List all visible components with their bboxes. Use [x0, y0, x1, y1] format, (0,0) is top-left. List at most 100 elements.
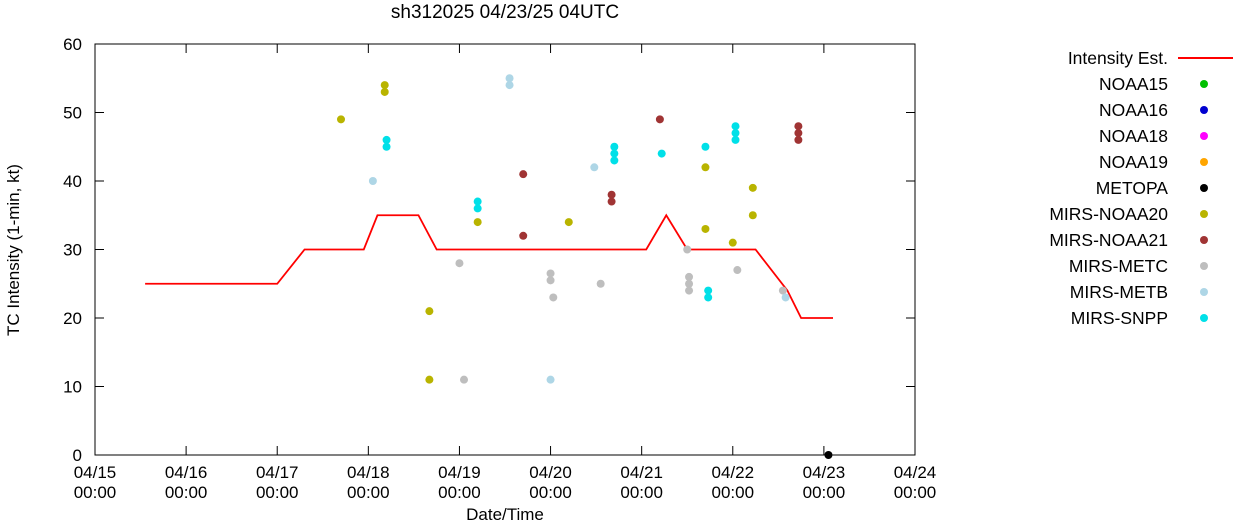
- data-point-mirs-snpp: [610, 149, 619, 158]
- data-point-mirs-snpp: [382, 135, 391, 144]
- legend-item-mirs-noaa20: MIRS-NOAA20: [1049, 204, 1208, 224]
- x-tick-label-time: 00:00: [894, 483, 937, 502]
- y-tick-label: 30: [63, 241, 82, 260]
- legend-dot-marker: [1200, 80, 1208, 88]
- data-point-mirs-metc: [685, 272, 694, 281]
- x-tick-label-date: 04/17: [256, 463, 299, 482]
- x-tick-label-date: 04/16: [165, 463, 208, 482]
- data-point-mirs-snpp: [382, 142, 391, 151]
- legend-label: METOPA: [1096, 178, 1169, 198]
- y-tick-label: 40: [63, 172, 82, 191]
- x-tick-label-time: 00:00: [529, 483, 572, 502]
- y-tick-label: 50: [63, 104, 82, 123]
- data-point-mirs-snpp: [731, 129, 740, 138]
- data-point-mirs-metc: [685, 279, 694, 288]
- data-point-mirs-noaa21: [519, 231, 528, 240]
- data-point-mirs-noaa21: [607, 190, 616, 199]
- data-point-mirs-metc: [460, 375, 468, 384]
- data-point-mirs-snpp: [731, 122, 740, 131]
- data-point-mirs-metc: [778, 286, 787, 295]
- chart-title: sh312025 04/23/25 04UTC: [391, 2, 619, 23]
- legend-label: MIRS-SNPP: [1071, 308, 1168, 328]
- legend-label: MIRS-METB: [1070, 282, 1168, 302]
- data-point-mirs-metb: [505, 81, 514, 90]
- data-point-mirs-snpp: [704, 286, 713, 295]
- x-tick-label-time: 00:00: [74, 483, 117, 502]
- legend-dot-marker: [1200, 106, 1208, 114]
- data-point-mirs-noaa20: [728, 238, 737, 247]
- data-point-mirs-noaa21: [519, 170, 528, 179]
- legend: Intensity Est. NOAA15 NOAA16 NOAA18 NOAA19 ME…: [1049, 48, 1233, 328]
- plot-area: 010203040506004/1500:0004/1600:0004/1700…: [63, 35, 936, 502]
- data-point-mirs-noaa20: [564, 218, 573, 227]
- x-axis-label: Date/Time: [466, 505, 544, 524]
- data-point-mirs-snpp: [610, 156, 619, 165]
- legend-item-noaa18: NOAA18: [1099, 126, 1208, 146]
- data-point-mirs-metb: [590, 163, 599, 172]
- legend-dot-marker: [1200, 210, 1208, 218]
- data-point-mirs-metc: [733, 266, 742, 275]
- x-tick-label-date: 04/22: [712, 463, 755, 482]
- legend-dot-marker: [1200, 288, 1208, 296]
- data-point-mirs-metb: [368, 177, 377, 185]
- data-point-mirs-snpp: [731, 135, 740, 144]
- data-point-mirs-snpp: [701, 142, 710, 151]
- x-tick-label-date: 04/18: [347, 463, 390, 482]
- x-tick-label-date: 04/15: [74, 463, 117, 482]
- legend-label: MIRS-NOAA21: [1049, 230, 1168, 250]
- legend-label: NOAA15: [1099, 74, 1168, 94]
- legend-item-noaa16: NOAA16: [1099, 100, 1208, 120]
- y-axis-label: TC Intensity (1-min, kt): [4, 164, 23, 336]
- data-point-mirs-metc: [683, 245, 692, 254]
- legend-item-metopa: METOPA: [1096, 178, 1208, 198]
- data-point-mirs-metc: [546, 269, 555, 278]
- y-tick-label: 0: [73, 446, 82, 465]
- x-tick-label-time: 00:00: [712, 483, 755, 502]
- legend-item-noaa15: NOAA15: [1099, 74, 1208, 94]
- data-point-mirs-metb: [546, 375, 555, 384]
- legend-label: NOAA16: [1099, 100, 1168, 120]
- data-point-mirs-noaa20: [701, 163, 710, 172]
- data-point-mirs-noaa20: [425, 307, 434, 316]
- data-point-mirs-metc: [546, 276, 555, 285]
- x-tick-label-date: 04/19: [438, 463, 481, 482]
- data-point-mirs-snpp: [473, 197, 482, 206]
- data-point-mirs-noaa21: [607, 197, 616, 206]
- x-tick-label-time: 00:00: [347, 483, 390, 502]
- data-point-mirs-noaa21: [794, 129, 803, 138]
- legend-item-mirs-metc: MIRS-METC: [1069, 256, 1208, 276]
- y-tick-label: 20: [63, 309, 82, 328]
- legend-dot-marker: [1200, 236, 1208, 244]
- x-tick-label-time: 00:00: [803, 483, 846, 502]
- legend-dot-marker: [1200, 132, 1208, 140]
- data-point-mirs-noaa20: [337, 115, 345, 124]
- x-tick-label-time: 00:00: [165, 483, 208, 502]
- data-point-mirs-noaa20: [748, 183, 757, 192]
- data-point-mirs-noaa21: [655, 115, 664, 124]
- legend-dot-marker: [1200, 262, 1208, 270]
- y-tick-label: 60: [63, 35, 82, 54]
- data-point-mirs-noaa20: [473, 218, 482, 227]
- data-point-mirs-noaa20: [701, 224, 710, 233]
- data-point-mirs-snpp: [657, 149, 666, 158]
- data-point-mirs-snpp: [610, 142, 619, 151]
- data-point-mirs-metb: [781, 293, 790, 302]
- x-tick-label-time: 00:00: [620, 483, 663, 502]
- legend-item-mirs-metb: MIRS-METB: [1070, 282, 1208, 302]
- x-tick-label-date: 04/23: [803, 463, 846, 482]
- data-point-mirs-noaa20: [748, 211, 757, 220]
- data-point-mirs-snpp: [704, 293, 713, 302]
- data-point-mirs-metb: [505, 74, 514, 83]
- data-point-mirs-metc: [455, 259, 464, 268]
- x-tick-label-date: 04/24: [894, 463, 937, 482]
- data-point-mirs-noaa20: [380, 81, 389, 90]
- legend-label: MIRS-NOAA20: [1049, 204, 1168, 224]
- legend-label: NOAA18: [1099, 126, 1168, 146]
- data-point-mirs-metc: [549, 293, 558, 302]
- intensity-line: [145, 213, 833, 319]
- legend-dot-marker: [1200, 314, 1208, 322]
- data-point-mirs-noaa21: [794, 122, 803, 131]
- legend-dot-marker: [1200, 184, 1208, 192]
